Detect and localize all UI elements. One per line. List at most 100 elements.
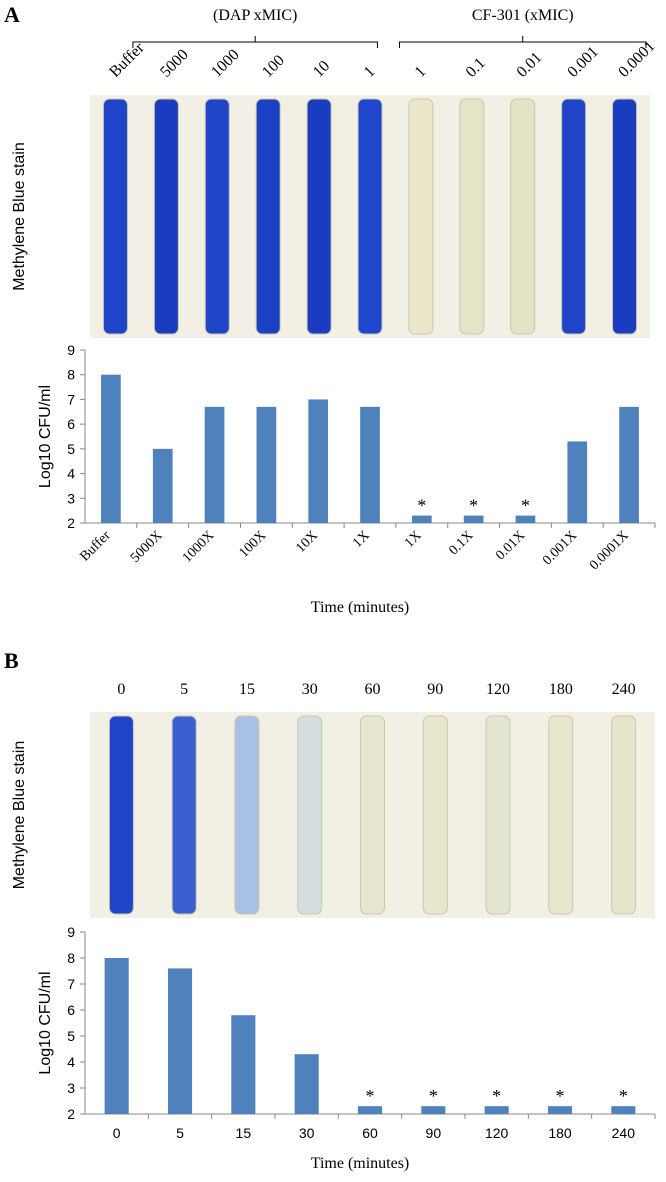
tube-label: 0.001 — [564, 43, 601, 80]
x-tick-label: 90 — [426, 1125, 442, 1141]
y-tick-label: 3 — [67, 490, 75, 506]
x-tick-label: 0.01X — [493, 528, 528, 563]
tube-label: 240 — [612, 681, 636, 698]
panel-label: A — [4, 2, 20, 27]
bar — [308, 399, 329, 523]
tube — [234, 715, 260, 915]
y-tick-label: 6 — [67, 416, 75, 432]
tube — [510, 98, 536, 335]
tube-label: Buffer — [106, 39, 148, 81]
y-axis-title: Log10 CFU/ml — [37, 971, 54, 1074]
group-brace — [132, 36, 378, 48]
annotation: * — [556, 1086, 565, 1106]
tube-label: 0.0001 — [615, 38, 658, 81]
tube-label: 180 — [549, 681, 573, 698]
bar — [231, 1015, 256, 1114]
bar — [357, 1106, 383, 1114]
tube-label: 30 — [302, 681, 318, 698]
y-tick-label: 9 — [67, 342, 75, 358]
x-tick-label: 10X — [293, 528, 321, 556]
x-tick-label: 1X — [402, 528, 425, 551]
bar — [619, 406, 639, 523]
tube — [612, 98, 638, 335]
y-tick-label: 2 — [67, 515, 75, 531]
y-tick-label: 8 — [67, 367, 75, 383]
x-tick-label: 0.001X — [540, 528, 580, 568]
bar — [484, 1106, 509, 1114]
annotation: * — [469, 496, 478, 516]
bar — [256, 406, 277, 523]
y-tick-label: 5 — [67, 441, 75, 457]
tube-label: 0 — [117, 681, 125, 698]
tube — [485, 715, 511, 915]
annotation: * — [492, 1086, 501, 1106]
x-tick-label: 0.1X — [446, 528, 476, 558]
tube-label: 5000 — [157, 46, 192, 81]
bar — [463, 515, 484, 523]
tube-label: 0.01 — [514, 49, 546, 81]
x-tick-label: 30 — [299, 1125, 315, 1141]
tube — [459, 98, 485, 335]
tube — [422, 715, 448, 915]
x-tick-label: 0.0001X — [587, 528, 632, 573]
bar — [167, 968, 193, 1114]
tube — [171, 715, 197, 915]
tube — [204, 98, 230, 335]
tube-label: 1000 — [208, 46, 243, 81]
bar — [294, 1054, 319, 1114]
bar — [611, 1106, 636, 1114]
tube — [108, 715, 134, 915]
annotation: * — [366, 1086, 375, 1106]
tube — [561, 98, 587, 335]
y-tick-label: 9 — [67, 924, 75, 940]
tube — [357, 98, 383, 335]
x-tick-label: 5000X — [128, 528, 166, 566]
x-tick-label: 1000X — [180, 528, 218, 566]
bar — [515, 515, 536, 523]
tube-label: 100 — [259, 52, 288, 81]
annotation: * — [429, 1086, 438, 1106]
tube — [153, 98, 179, 335]
y-axis-title: Log10 CFU/ml — [37, 385, 54, 488]
y-tick-label: 4 — [67, 1054, 75, 1070]
tube — [548, 715, 574, 915]
y-tick-label: 7 — [67, 391, 75, 407]
tube — [408, 98, 434, 335]
tube — [102, 98, 128, 335]
y-tick-label: 3 — [67, 1080, 75, 1096]
bar — [567, 441, 588, 523]
tube — [306, 98, 332, 335]
bar — [104, 958, 129, 1114]
tube-label: 1 — [412, 63, 430, 81]
group-label: (DAP xMIC) — [213, 7, 297, 24]
tube-label: 5 — [180, 681, 188, 698]
group-brace — [398, 36, 647, 48]
x-tick-label: 15 — [236, 1125, 252, 1141]
x-tick-label: 5 — [176, 1125, 184, 1141]
x-tick-label: 120 — [485, 1125, 509, 1141]
tube-label: 1 — [361, 63, 379, 81]
bar — [421, 1106, 446, 1114]
bar — [360, 406, 380, 523]
y-tick-label: 5 — [67, 1028, 75, 1044]
x-tick-label: 0 — [113, 1125, 121, 1141]
tube-label: 15 — [239, 681, 255, 698]
bar — [547, 1106, 573, 1114]
bar — [411, 515, 432, 523]
y-tick-label: 4 — [67, 466, 75, 482]
x-tick-label: 180 — [548, 1125, 572, 1141]
tube-label: 90 — [427, 681, 443, 698]
x-tick-label: 60 — [362, 1125, 378, 1141]
y-tick-label: 2 — [67, 1106, 75, 1122]
x-tick-label: 240 — [612, 1125, 636, 1141]
tube-label: 120 — [486, 681, 510, 698]
annotation: * — [417, 496, 426, 516]
x-tick-label: 100X — [237, 528, 270, 561]
x-axis-title: Time (minutes) — [311, 599, 410, 616]
tube-label: 0.1 — [463, 55, 489, 81]
bar — [152, 448, 173, 523]
x-tick-label: Buffer — [77, 528, 114, 565]
bar — [204, 406, 225, 523]
tube-label: 10 — [310, 57, 333, 80]
